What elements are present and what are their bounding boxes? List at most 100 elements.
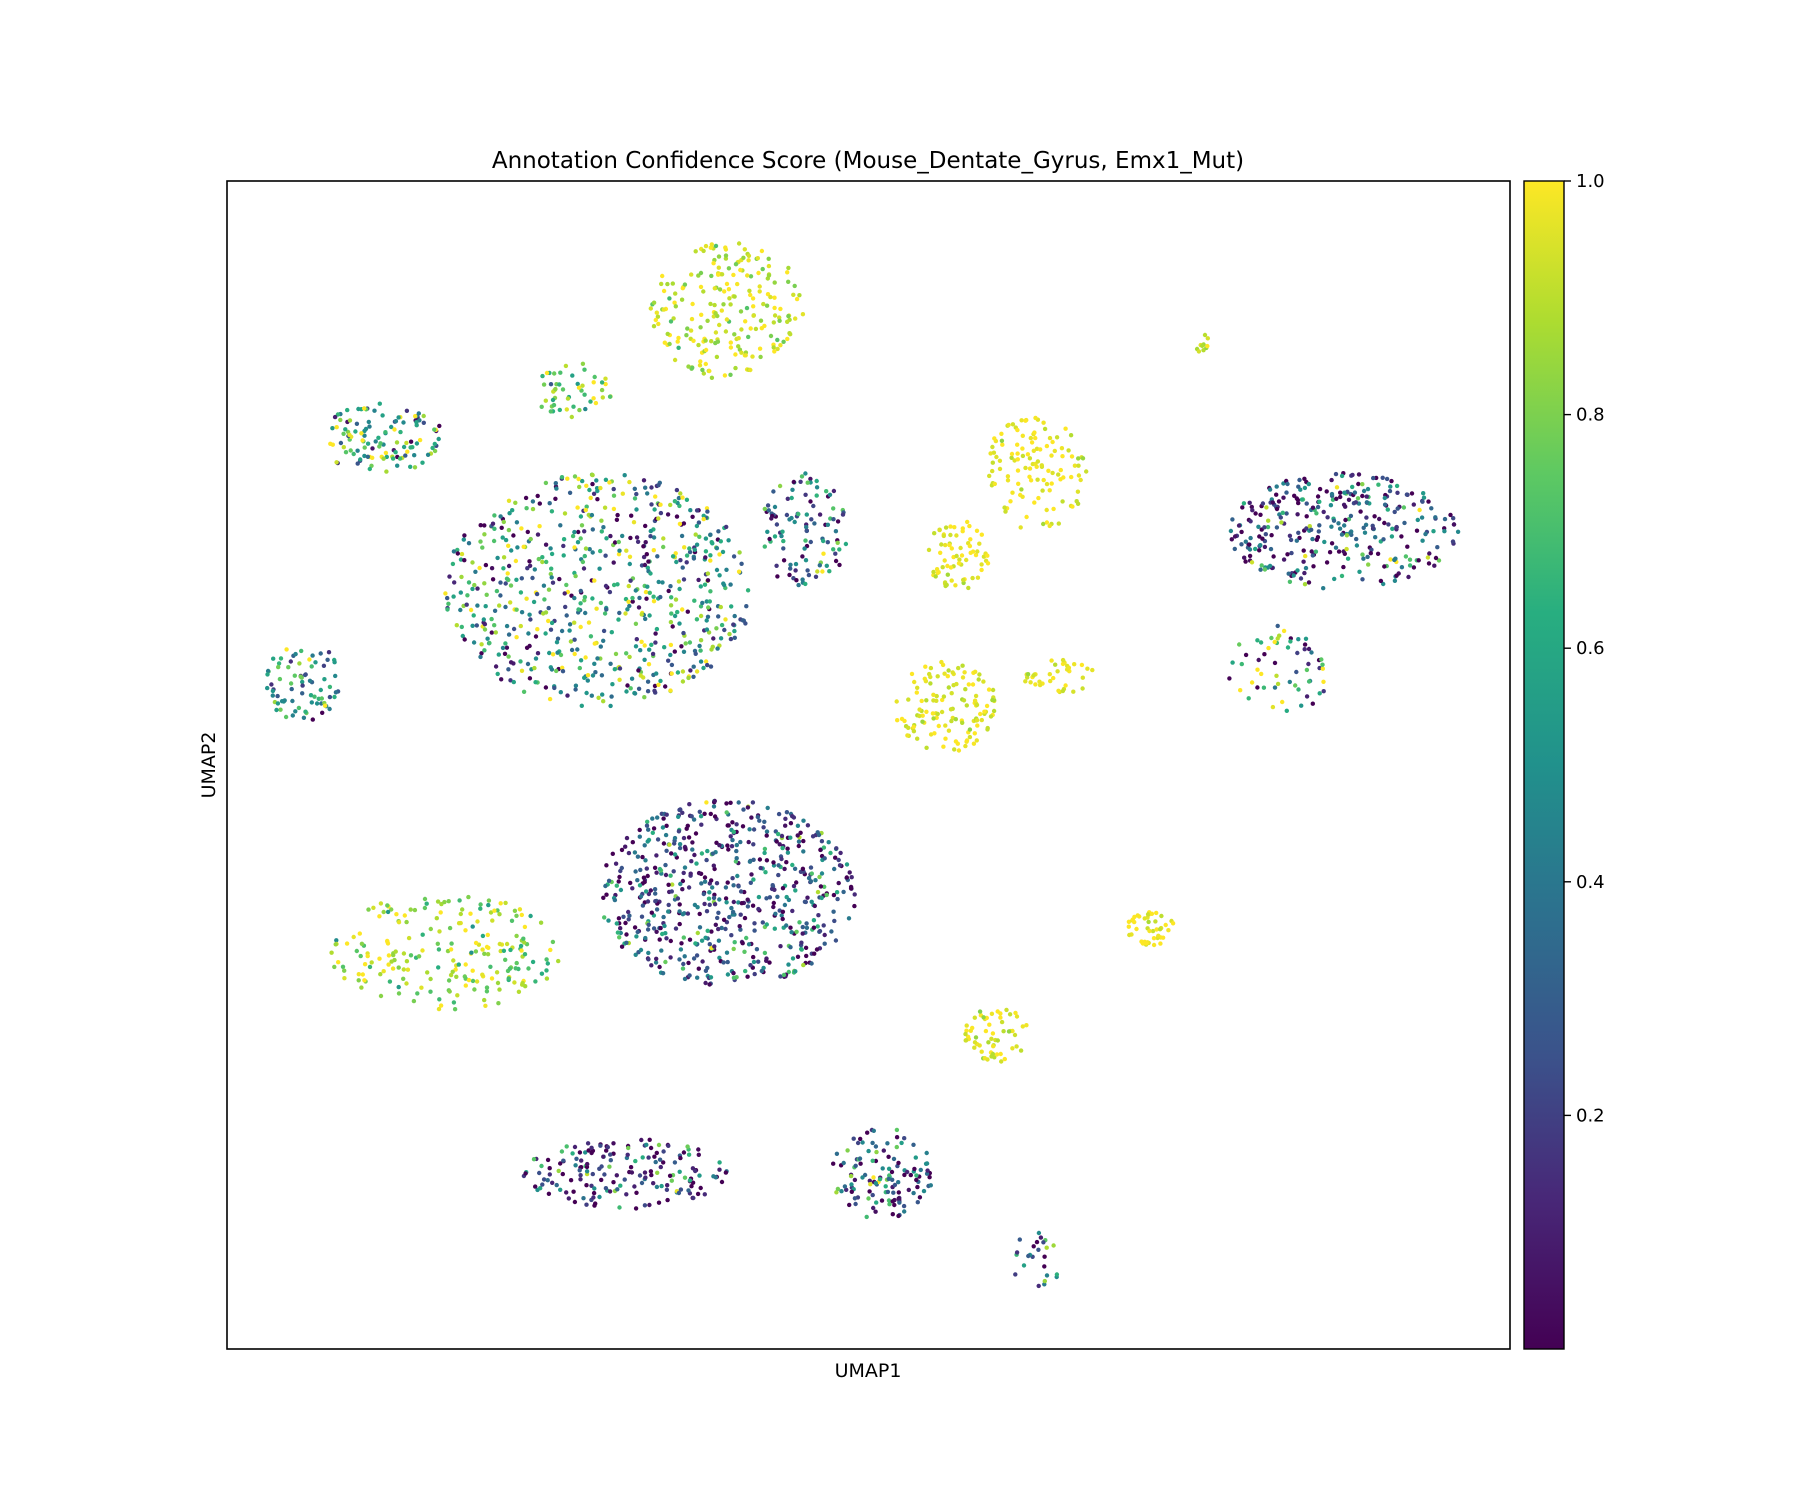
scatter-point (780, 916, 785, 922)
scatter-point (376, 435, 381, 440)
scatter-point (677, 842, 683, 847)
scatter-point (530, 959, 536, 965)
scatter-point (451, 549, 457, 554)
scatter-point (1315, 504, 1321, 510)
scatter-point (647, 613, 652, 618)
scatter-point (680, 565, 685, 570)
scatter-point (572, 1199, 578, 1205)
scatter-point (592, 1203, 597, 1208)
scatter-point (544, 370, 550, 376)
scatter-point (780, 909, 786, 914)
scatter-point (1392, 509, 1397, 515)
scatter-point (705, 571, 711, 576)
scatter-point (817, 563, 822, 568)
scatter-point (603, 376, 608, 381)
scatter-point (698, 604, 704, 609)
scatter-point (953, 583, 958, 588)
scatter-point (452, 1007, 458, 1012)
scatter-point (673, 551, 678, 556)
colorbar-ticks: 0.20.40.60.81.0 (1564, 171, 1605, 1126)
scatter-point (728, 582, 733, 587)
scatter-point (397, 456, 403, 461)
scatter-point (393, 419, 399, 424)
scatter-point (932, 731, 937, 736)
scatter-point (1230, 660, 1235, 665)
scatter-point (751, 857, 756, 862)
scatter-point (1306, 646, 1312, 652)
scatter-point (509, 548, 514, 553)
scatter-point (743, 621, 748, 626)
scatter-point (436, 436, 441, 442)
scatter-point (731, 829, 736, 835)
scatter-point (741, 807, 746, 812)
scatter-point (1317, 691, 1322, 696)
scatter-point (820, 569, 825, 574)
scatter-point (437, 929, 442, 934)
scatter-point (1044, 507, 1049, 513)
scatter-point (751, 959, 757, 965)
scatter-point (914, 1177, 919, 1183)
scatter-point (808, 499, 813, 504)
scatter-point (577, 407, 582, 413)
scatter-point (549, 667, 555, 672)
scatter-point (1320, 666, 1326, 671)
scatter-point (604, 536, 609, 541)
scatter-point (554, 640, 560, 645)
scatter-point (764, 922, 769, 927)
scatter-point (682, 1175, 688, 1180)
scatter-point (911, 724, 916, 730)
scatter-point (653, 631, 658, 636)
scatter-point (1249, 504, 1255, 510)
scatter-point (686, 885, 692, 890)
scatter-point (1239, 542, 1244, 547)
scatter-point (762, 323, 767, 329)
scatter-point (748, 274, 754, 279)
scatter-point (705, 614, 711, 619)
scatter-point (359, 985, 364, 990)
scatter-point (1151, 942, 1157, 948)
scatter-point (478, 523, 483, 528)
scatter-point (1058, 477, 1063, 482)
scatter-point (1242, 555, 1247, 560)
scatter-point (641, 544, 646, 549)
scatter-point (549, 551, 555, 557)
scatter-point (436, 947, 442, 952)
scatter-point (1270, 500, 1276, 505)
scatter-point (728, 800, 733, 805)
scatter-point (594, 478, 599, 483)
scatter-point (416, 411, 421, 416)
scatter-point (384, 469, 389, 474)
scatter-point (852, 903, 857, 909)
scatter-point (804, 524, 809, 530)
scatter-point (784, 923, 789, 928)
scatter-point (918, 1167, 923, 1173)
scatter-point (682, 545, 687, 550)
scatter-point (731, 272, 736, 278)
scatter-point (767, 536, 772, 542)
scatter-point (462, 637, 467, 642)
scatter-point (978, 711, 983, 717)
scatter-point (915, 736, 920, 741)
scatter-point (923, 664, 928, 669)
scatter-point (463, 983, 468, 988)
scatter-point (1200, 343, 1205, 348)
scatter-point (548, 571, 553, 577)
scatter-point (1051, 1243, 1056, 1248)
scatter-point (351, 934, 356, 940)
scatter-point (885, 1141, 890, 1146)
scatter-point (886, 1166, 892, 1172)
scatter-point (659, 281, 664, 287)
scatter-point (527, 643, 532, 649)
scatter-point (561, 1158, 566, 1163)
scatter-point (1303, 636, 1309, 641)
scatter-point (1044, 1245, 1049, 1250)
scatter-point (519, 912, 524, 918)
scatter-point (1433, 515, 1438, 520)
scatter-point (633, 1206, 639, 1211)
scatter-point (1042, 1254, 1047, 1259)
scatter-point (1232, 546, 1238, 552)
scatter-point (1267, 487, 1273, 492)
scatter-point (698, 638, 704, 643)
scatter-point (1329, 477, 1334, 483)
scatter-point (977, 1009, 983, 1014)
